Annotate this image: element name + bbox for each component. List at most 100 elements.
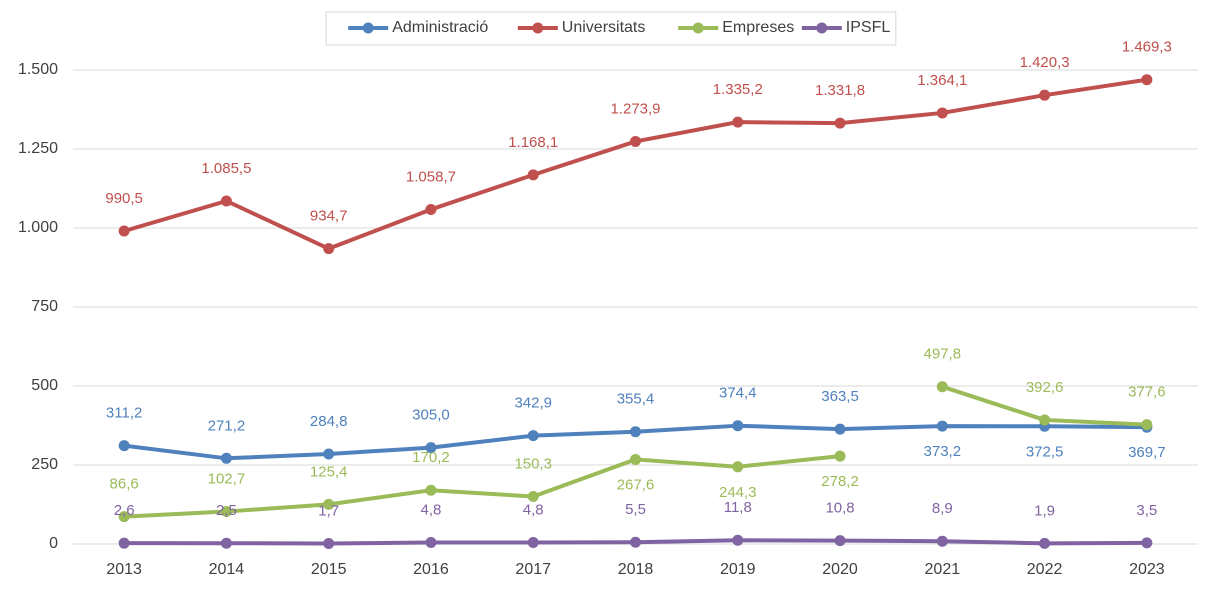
data-label: 1,7 (318, 502, 339, 519)
data-label: 10,8 (825, 500, 854, 517)
point (323, 448, 335, 460)
data-label: 1.469,3 (1122, 39, 1172, 56)
point (630, 426, 641, 438)
legend: Administració Universitats Empreses IPSFL (325, 11, 897, 46)
x-tick-label: 2014 (209, 561, 245, 578)
y-tick-label: 500 (31, 377, 58, 394)
point (936, 535, 948, 547)
point (323, 537, 335, 549)
data-label: 342,9 (514, 395, 552, 412)
point (732, 420, 744, 432)
point (834, 450, 846, 462)
point (527, 430, 539, 442)
data-label: 2,6 (114, 502, 135, 519)
data-label: 1.331,8 (815, 82, 865, 99)
y-tick-label: 1.250 (18, 140, 58, 157)
point (118, 225, 130, 237)
point (630, 453, 641, 465)
x-tick-label: 2015 (311, 561, 347, 578)
point (425, 442, 437, 454)
point (118, 440, 130, 452)
data-label: 267,6 (617, 476, 655, 493)
data-label: 369,7 (1128, 444, 1166, 461)
data-label: 102,7 (208, 471, 246, 488)
x-tick-label: 2019 (720, 561, 756, 578)
data-label: 4,8 (523, 501, 544, 518)
data-label: 311,2 (106, 405, 142, 422)
point (1141, 537, 1153, 549)
x-tick-label: 2021 (925, 561, 961, 578)
data-label: 497,8 (924, 346, 962, 363)
point (118, 511, 130, 523)
point (527, 169, 539, 181)
data-label: 150,3 (514, 455, 552, 472)
point (425, 203, 437, 215)
y-tick-label: 250 (31, 456, 58, 473)
legend-marker (692, 22, 704, 34)
x-tick-label: 2022 (1027, 561, 1063, 578)
data-label: 372,5 (1026, 443, 1064, 460)
data-label: 1.058,7 (406, 168, 456, 185)
point (220, 452, 232, 464)
data-label: 170,2 (412, 449, 450, 466)
point (936, 381, 948, 393)
point (630, 135, 641, 147)
data-label: 1.420,3 (1020, 54, 1070, 71)
y-tick-label: 750 (31, 298, 58, 315)
y-tick-label: 1.500 (18, 61, 58, 78)
point (425, 536, 437, 548)
point (732, 461, 744, 473)
point (323, 243, 335, 255)
data-label: 11,8 (724, 499, 752, 516)
data-label: 3,5 (1136, 502, 1157, 519)
data-label: 125,4 (310, 463, 348, 480)
data-label: 1.168,1 (508, 134, 558, 151)
data-label: 1.364,1 (917, 72, 967, 89)
legend-marker (816, 22, 828, 34)
point (834, 117, 846, 129)
point (118, 537, 130, 549)
series-line (124, 454, 841, 519)
point (323, 498, 335, 510)
data-label: 244,3 (719, 484, 757, 501)
data-label: 2,5 (216, 502, 237, 519)
point (1039, 414, 1051, 426)
x-tick-label: 2018 (618, 561, 654, 578)
point (834, 423, 846, 435)
data-label: 373,2 (924, 443, 962, 460)
data-label: 1.085,5 (201, 160, 251, 177)
data-label: 1.335,2 (713, 81, 763, 98)
point (1141, 74, 1153, 86)
data-label: 363,5 (821, 388, 859, 405)
point (834, 535, 846, 547)
point (527, 491, 539, 503)
point (1039, 537, 1051, 549)
legend-marker (362, 22, 374, 34)
data-label: 1.273,9 (610, 100, 660, 117)
legend-label: Universitats (562, 19, 646, 36)
point (936, 420, 948, 432)
point (220, 195, 232, 207)
x-tick-label: 2013 (106, 561, 142, 578)
data-label: 990,5 (105, 190, 143, 207)
data-label: 278,2 (821, 473, 859, 490)
data-label: 284,8 (310, 413, 348, 430)
x-tick-label: 2020 (822, 561, 858, 578)
data-label: 374,4 (719, 385, 757, 402)
data-label: 305,0 (412, 407, 450, 424)
legend-label: IPSFL (846, 19, 891, 36)
legend-label: Empreses (722, 19, 794, 36)
point (1039, 89, 1051, 101)
point (936, 107, 948, 119)
legend-box (325, 11, 897, 46)
x-tick-label: 2023 (1129, 561, 1165, 578)
point (630, 536, 641, 548)
point (527, 536, 539, 548)
data-label: 377,6 (1128, 384, 1166, 401)
y-tick-label: 0 (49, 535, 58, 552)
data-label: 4,8 (421, 501, 442, 518)
point (220, 506, 232, 518)
data-label: 271,2 (208, 417, 246, 434)
x-tick-label: 2016 (413, 561, 449, 578)
